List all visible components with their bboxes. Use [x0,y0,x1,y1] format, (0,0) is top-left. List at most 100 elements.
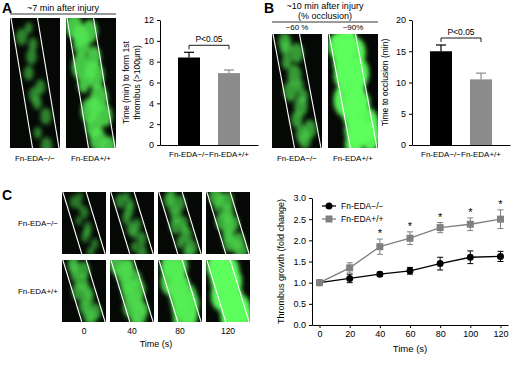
error-stem [440,45,441,51]
tick-label: 1.5 [293,257,306,267]
tick: Fn-EDA−/− [421,145,461,159]
tick-label: 0 [149,140,154,150]
micrograph [206,192,250,254]
tick: Fn-EDA+/+ [461,145,501,159]
error-cap [347,262,353,263]
significance-bracket [189,45,229,49]
axis-line [160,21,161,146]
error-cap [476,73,486,74]
tick-mark [320,325,321,328]
blob [33,96,42,110]
annotation: P<0.05 [447,27,474,37]
tick-label: Fn-EDA−/− [169,150,209,159]
vessel-wall [273,34,295,148]
image-label: Fn-EDA+/+ [333,154,373,163]
blob [40,108,51,125]
micrograph-bg [110,192,154,254]
tick: 2.0 [293,236,312,246]
tick-mark [157,103,160,104]
image-value: ~60 % [286,23,309,32]
annotation: * [468,206,473,218]
panel: B~10 min after injury(% occlusion)Fn-EDA… [264,0,511,163]
tick: 20 [345,325,355,339]
error-bar [184,52,194,57]
micrograph [10,18,60,148]
tick-label: 0 [401,140,406,150]
tick-label: 40 [375,329,385,339]
micrograph [62,192,106,254]
annotation: * [498,198,503,210]
vessel-wall [38,18,60,148]
blob [137,231,147,246]
error-cap [437,232,443,233]
vessel-wall [111,192,130,254]
tick-mark [157,62,160,63]
tick: 0.5 [293,299,312,309]
blob [115,193,125,208]
fluorescence [328,34,378,148]
tick-label: 60 [405,329,415,339]
tick-label: 2 [149,120,154,130]
blob [76,216,82,225]
tick-mark [410,325,411,328]
series-line [320,219,501,282]
error-cap [497,228,503,229]
axis-title: Time to occlusion (min) [380,39,390,127]
blob [131,241,138,252]
bar [218,73,240,145]
axis-title: Time (s) [140,339,173,349]
blob [24,66,34,81]
tick-mark [309,325,312,326]
error-bar [437,223,443,233]
tick-mark [409,83,412,84]
annotation: * [438,211,443,223]
tick: 3.0 [293,193,312,203]
tick: 10 [396,78,412,88]
vessel-wall [207,192,226,254]
error-bar [347,274,353,282]
error-bar [407,232,413,245]
series-line [320,256,501,282]
error-cap [347,282,353,283]
blob [360,120,378,148]
tick-label: 120 [493,329,508,339]
legend-label: Fn-EDA+/+ [341,214,384,224]
image-label: Fn-EDA−/− [18,219,58,228]
error-cap [437,269,443,270]
tick-mark [409,145,412,146]
bar [430,51,452,145]
panel: A~7 min after injuryFn-EDA−/−Fn-EDA+/+02… [2,0,259,163]
image-label: Fn-EDA−/− [277,154,317,163]
subtitle: (% occlusion) [298,11,352,21]
micrograph [328,34,378,148]
tick: 0 [318,325,323,339]
tick-label: 8 [149,57,154,67]
tick-mark [409,51,412,52]
blob [234,302,250,322]
marker [467,254,474,261]
fluorescence [206,260,250,322]
marker [497,216,504,223]
axis-title: thrombus (>100μm) [132,45,142,120]
error-bar [467,251,473,264]
tick: 0 [401,140,412,150]
error-stem [480,73,481,79]
tick: 100 [463,325,478,339]
blob [16,28,27,45]
vessel-wall [300,34,322,148]
tick-label: 2.5 [293,215,306,225]
tick-mark [470,325,471,328]
tick-mark [157,20,160,21]
marker [497,253,504,260]
blob [41,137,53,148]
vessel-wall [329,34,351,148]
tick-mark [157,145,160,146]
fluorescence [16,22,52,148]
image-time: 120 [221,326,235,336]
tick: 0.0 [293,320,312,330]
tick-mark [309,304,312,305]
legend-item: Fn-EDA+/+ [322,214,384,224]
legend-marker [326,203,333,210]
error-bar [347,263,353,273]
tick: 80 [436,325,446,339]
